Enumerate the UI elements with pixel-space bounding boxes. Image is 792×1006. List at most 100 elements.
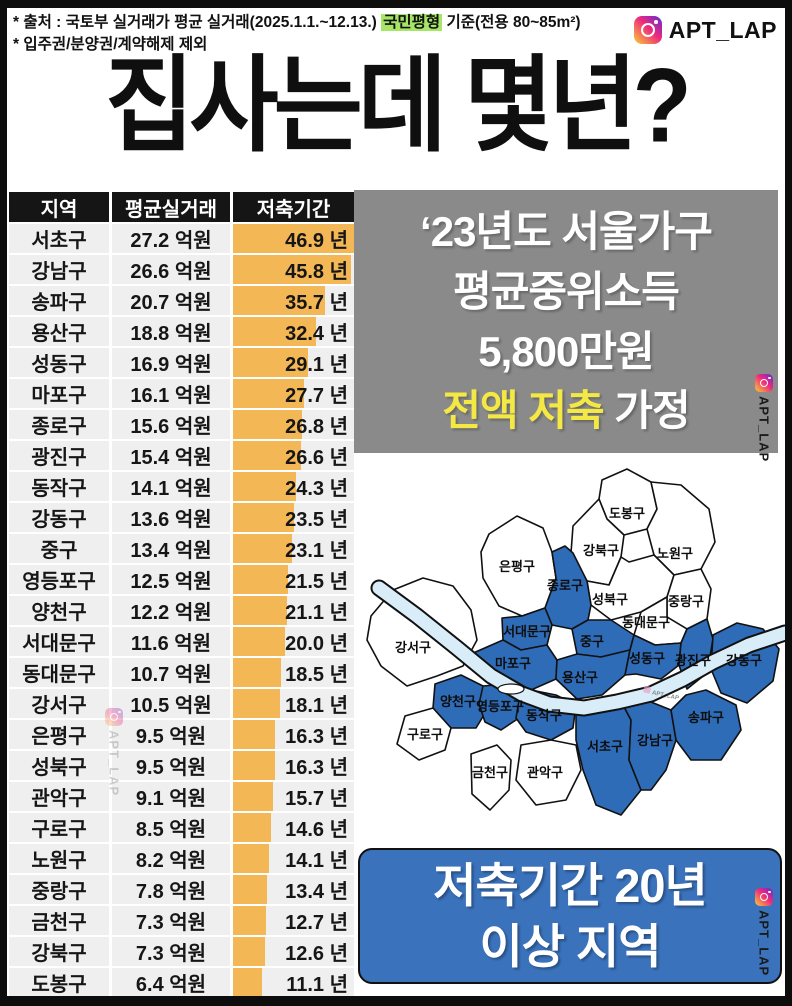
savings-years-cell: 21.1 년 xyxy=(233,596,354,625)
district-shape-강남구 xyxy=(622,699,677,791)
district-name-cell: 양천구 xyxy=(9,596,109,625)
savings-years-value: 18.5 년 xyxy=(285,664,348,686)
district-label-광진구: 광진구 xyxy=(675,653,711,668)
table-row: 구로구 8.5 억원 14.6 년 xyxy=(9,813,354,842)
table-row: 은평구 9.5 억원 16.3 년 xyxy=(9,720,354,749)
district-label-송파구: 송파구 xyxy=(688,710,724,725)
savings-bar xyxy=(233,875,268,904)
district-name-cell: 강남구 xyxy=(9,255,109,284)
savings-years-cell: 12.7 년 xyxy=(233,906,354,935)
savings-years-cell: 23.5 년 xyxy=(233,503,354,532)
savings-years-value: 24.3 년 xyxy=(285,478,348,500)
table-row: 관악구 9.1 억원 15.7 년 xyxy=(9,782,354,811)
savings-bar xyxy=(233,627,285,656)
district-label-용산구: 용산구 xyxy=(562,670,598,685)
income-assumption-box: ‘23년도 서울가구 평균중위소득 5,800만원 전액 저축 가정 xyxy=(354,190,778,453)
savings-years-value: 45.8 년 xyxy=(285,261,348,283)
district-label-종로구: 종로구 xyxy=(547,578,583,593)
savings-years-cell: 15.7 년 xyxy=(233,782,354,811)
district-label-도봉구: 도봉구 xyxy=(609,506,645,521)
table-row: 양천구 12.2 억원 21.1 년 xyxy=(9,596,354,625)
savings-years-cell: 26.8 년 xyxy=(233,410,354,439)
district-label-성동구: 성동구 xyxy=(629,651,665,666)
district-name-cell: 동대문구 xyxy=(9,658,109,687)
avg-price-cell: 8.2 억원 xyxy=(112,844,230,873)
savings-years-cell: 16.3 년 xyxy=(233,751,354,780)
district-label-강동구: 강동구 xyxy=(726,653,762,668)
district-name-cell: 동작구 xyxy=(9,472,109,501)
avg-price-cell: 16.9 억원 xyxy=(112,348,230,377)
avg-price-cell: 6.4 억원 xyxy=(112,968,230,996)
column-header-savings: 저축기간 xyxy=(233,192,354,222)
savings-bar xyxy=(233,689,280,718)
savings-years-value: 46.9 년 xyxy=(285,230,348,252)
savings-years-value: 14.1 년 xyxy=(285,850,348,872)
district-name-cell: 중구 xyxy=(9,534,109,563)
district-label-성북구: 성북구 xyxy=(592,592,628,607)
savings-years-value: 13.4 년 xyxy=(285,881,348,903)
watermark-table: APT_LAP xyxy=(105,708,123,796)
table-row: 성동구 16.9 억원 29.1 년 xyxy=(9,348,354,377)
info-line-1: ‘23년도 서울가구 xyxy=(420,207,713,255)
table-body: 서초구 27.2 억원 46.9 년 강남구 26.6 억원 45.8 년 송파구 20.7 … xyxy=(9,224,354,996)
table-row: 강동구 13.6 억원 23.5 년 xyxy=(9,503,354,532)
district-name-cell: 은평구 xyxy=(9,720,109,749)
savings-years-cell: 27.7 년 xyxy=(233,379,354,408)
savings-bar xyxy=(233,596,288,625)
savings-bar xyxy=(233,348,308,377)
savings-years-cell: 26.6 년 xyxy=(233,441,354,470)
district-name-cell: 성동구 xyxy=(9,348,109,377)
district-label-서초구: 서초구 xyxy=(587,739,623,754)
info-suffix: 가정 xyxy=(603,387,690,435)
avg-price-cell: 13.6 억원 xyxy=(112,503,230,532)
table-header-row: 지역 평균실거래 저축기간 xyxy=(9,192,354,222)
district-shape-구로구 xyxy=(396,707,452,761)
savings-years-value: 12.6 년 xyxy=(285,943,348,965)
savings-bar xyxy=(233,720,275,749)
source-note-suffix: 기준(전용 80~85m²) xyxy=(442,14,581,31)
savings-bar xyxy=(233,441,302,470)
avg-price-cell: 13.4 억원 xyxy=(112,534,230,563)
table-row: 금천구 7.3 억원 12.7 년 xyxy=(9,906,354,935)
table-row: 강서구 10.5 억원 18.1 년 xyxy=(9,689,354,718)
avg-price-cell: 8.5 억원 xyxy=(112,813,230,842)
district-name-cell: 중랑구 xyxy=(9,875,109,904)
avg-price-cell: 9.1 억원 xyxy=(112,782,230,811)
savings-years-cell: 46.9 년 xyxy=(233,224,354,253)
district-label-금천구: 금천구 xyxy=(472,765,508,780)
watermark-text: APT_LAP xyxy=(756,910,772,977)
district-name-cell: 도봉구 xyxy=(9,968,109,996)
district-name-cell: 관악구 xyxy=(9,782,109,811)
savings-years-value: 32.4 년 xyxy=(285,323,348,345)
district-label-강북구: 강북구 xyxy=(583,543,619,558)
instagram-badge[interactable]: APT_LAP xyxy=(633,16,777,44)
savings-years-cell: 32.4 년 xyxy=(233,317,354,346)
district-table: 지역 평균실거래 저축기간 서초구 27.2 억원 46.9 년 강남구 26.6 억원… xyxy=(9,192,354,996)
han-river xyxy=(370,579,785,717)
info-line-2: 평균중위소득 xyxy=(453,267,680,315)
avg-price-cell: 9.5 억원 xyxy=(112,751,230,780)
savings-bar xyxy=(233,968,262,996)
district-shape-관악구 xyxy=(515,739,582,806)
district-label-중랑구: 중랑구 xyxy=(668,594,704,609)
instagram-icon xyxy=(755,374,773,392)
district-name-cell: 성북구 xyxy=(9,751,109,780)
avg-price-cell: 27.2 억원 xyxy=(112,224,230,253)
savings-years-cell: 29.1 년 xyxy=(233,348,354,377)
district-name-cell: 구로구 xyxy=(9,813,109,842)
instagram-icon xyxy=(755,888,773,906)
table-row: 종로구 15.6 억원 26.8 년 xyxy=(9,410,354,439)
watermark-bottom-box: APT_LAP xyxy=(755,888,773,976)
savings-years-value: 14.6 년 xyxy=(285,819,348,841)
table-row: 중구 13.4 억원 23.1 년 xyxy=(9,534,354,563)
avg-price-cell: 18.8 억원 xyxy=(112,317,230,346)
column-header-price: 평균실거래 xyxy=(112,192,230,222)
instagram-icon xyxy=(105,708,123,726)
savings-years-cell: 24.3 년 xyxy=(233,472,354,501)
table-row: 성북구 9.5 억원 16.3 년 xyxy=(9,751,354,780)
savings-bar xyxy=(233,286,325,315)
savings-years-value: 21.5 년 xyxy=(285,571,348,593)
savings-years-value: 27.7 년 xyxy=(285,385,348,407)
info-highlight-yellow: 전액 저축 xyxy=(442,387,604,435)
